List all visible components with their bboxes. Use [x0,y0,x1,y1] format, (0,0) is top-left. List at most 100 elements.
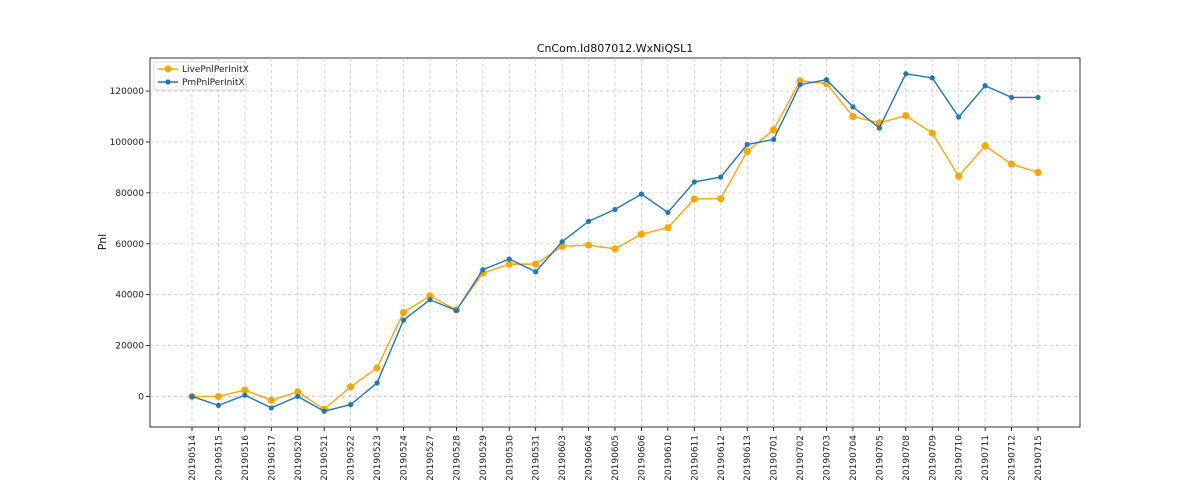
data-point [1008,94,1015,101]
data-point [506,256,512,262]
x-tick-label: 20190528 [452,435,462,480]
data-point [268,405,274,411]
x-tick-label: 20190605 [611,435,621,480]
x-tick-label: 20190710 [955,435,965,480]
data-point [1007,160,1016,168]
legend-label-pm: PmPnlPerInitX [182,78,245,88]
data-point [612,206,618,213]
x-tick-label: 20190701 [770,435,780,480]
data-point [744,141,750,148]
x-tick-label: 20190530 [505,435,515,480]
data-point [981,142,989,150]
data-point [505,260,513,268]
data-point [717,195,725,203]
data-point [928,129,936,137]
data-point [902,112,910,120]
data-point [453,307,459,314]
data-point [321,408,327,414]
x-tick-label: 20190612 [717,435,727,480]
legend: LivePnlPerInitX PmPnlPerInitX [153,61,249,91]
grid-lines [150,58,1080,427]
data-point [294,388,302,396]
data-point [849,112,857,121]
x-tick-label: 20190516 [241,435,251,480]
data-point [956,114,962,120]
data-point [637,230,646,238]
x-tick-label: 20190708 [902,435,912,480]
data-point [348,402,354,408]
x-tick-label: 20190711 [981,435,991,480]
x-tick-label: 20190606 [637,435,647,480]
data-point [823,77,830,83]
data-point [1034,168,1042,177]
data-point [690,195,698,203]
x-tick-label: 20190520 [294,435,304,480]
legend-label-live: LivePnlPerInitX [182,65,249,75]
x-tick-label: 20190524 [400,435,410,480]
data-point [1035,94,1041,101]
y-tick-label: 80000 [115,189,144,199]
x-tick-label: 20190715 [1034,435,1044,480]
data-point [533,269,539,275]
data-point [796,77,804,85]
x-tick-label: 20190610 [664,435,674,480]
x-tick-label: 20190702 [796,435,806,480]
x-tick-label: 20190531 [532,435,542,480]
data-point [399,308,408,317]
x-tick-label: 20190527 [426,435,436,480]
data-point [295,393,301,400]
x-tick-label: 20190611 [690,435,700,480]
x-tick-label: 20190703 [823,435,833,480]
data-point [718,174,724,180]
legend-marker-pm [165,79,171,85]
series-PmPnlPerInitX [189,71,1041,414]
data-point [691,179,697,185]
y-tick-label: 40000 [115,291,144,301]
y-tick-label: 20000 [115,342,144,352]
data-point [611,245,619,253]
data-point [267,396,275,404]
data-point [665,209,671,216]
data-point [347,383,355,391]
series-lines [188,71,1042,414]
data-point [374,380,380,386]
x-tick-label: 20190515 [214,435,224,480]
x-tick-label: 20190603 [558,435,568,480]
data-point [664,224,672,232]
x-tick-label: 20190523 [373,435,383,480]
data-point [426,292,434,300]
data-point [480,267,486,273]
x-tick-label: 20190529 [479,435,489,480]
data-point [242,392,248,398]
data-point [400,317,407,323]
data-point [771,136,777,143]
data-point [214,392,223,401]
x-tick-label: 20190522 [347,435,357,480]
data-point [427,297,433,303]
data-point [189,393,195,400]
x-tick-label: 20190709 [928,435,938,480]
data-point [638,191,645,197]
data-point [955,172,963,180]
x-tick-label: 20190604 [585,435,595,480]
x-tick-label: 20190705 [875,435,885,480]
y-tick-label: 60000 [115,240,144,250]
y-tick-label: 120000 [110,87,145,97]
data-point [903,71,909,77]
x-tick-label: 20190712 [1008,435,1018,480]
data-point [373,364,381,372]
data-point [585,218,592,224]
x-tick-label: 20190704 [849,435,859,480]
data-point [743,147,751,155]
data-point [770,126,778,134]
x-tick-label: 20190521 [320,435,330,480]
y-tick-label: 100000 [110,138,145,148]
data-point [559,239,565,245]
data-point [215,402,222,408]
data-point [850,104,856,110]
chart-title: CnCom.Id807012.WxNiQSL1 [537,42,693,55]
x-tick-label: 20190517 [267,435,277,480]
legend-marker-live [164,65,172,73]
y-tick-label: 0 [138,392,144,402]
